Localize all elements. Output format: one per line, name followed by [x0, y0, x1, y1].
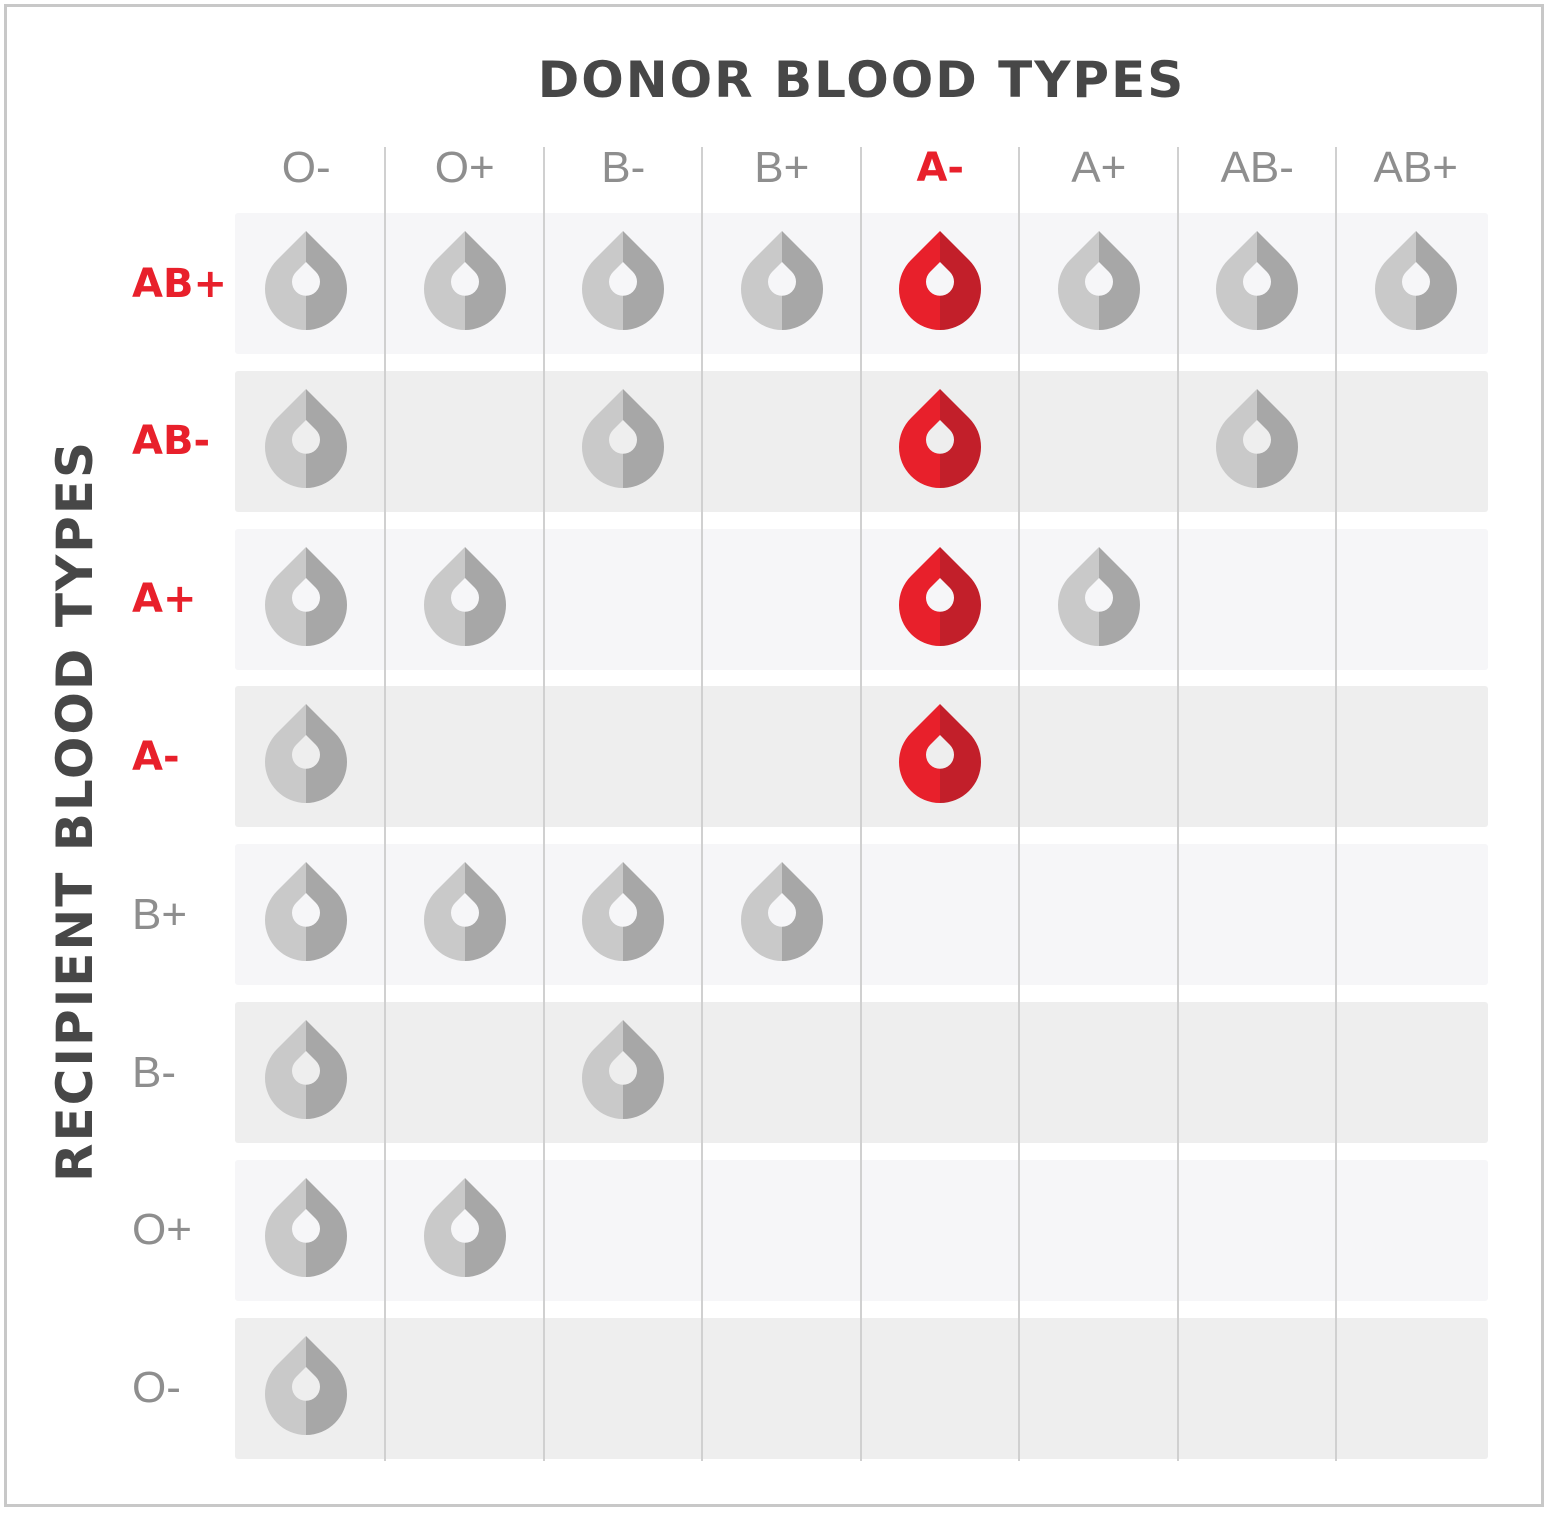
blood-drop-icon [261, 545, 351, 653]
donor-header-apos: A+ [1071, 143, 1127, 192]
recipient-header-opos: O+ [132, 1205, 192, 1255]
blood-drop-icon [1054, 545, 1144, 653]
blood-drop-icon [261, 860, 351, 968]
recipient-header-bpos: B+ [132, 889, 188, 939]
blood-drop-icon [578, 229, 668, 337]
blood-drop-icon [737, 229, 827, 337]
blood-drop-icon [420, 860, 510, 968]
column-divider [1018, 147, 1020, 1461]
blood-drop-icon [261, 1334, 351, 1442]
blood-drop-icon [737, 860, 827, 968]
column-divider [542, 147, 545, 1461]
blood-drop-icon [578, 387, 668, 495]
recipient-header-bneg: B- [132, 1047, 176, 1097]
red-blood-drop-icon [895, 229, 985, 337]
red-blood-drop-icon [895, 387, 985, 495]
blood-drop-icon [261, 1018, 351, 1126]
blood-drop-icon [1371, 229, 1461, 337]
blood-drop-icon [261, 702, 351, 810]
chart-frame [4, 4, 1544, 1507]
donor-header-bpos: B+ [754, 143, 810, 192]
column-divider [1335, 147, 1337, 1461]
blood-drop-icon [261, 1176, 351, 1284]
column-divider [701, 147, 703, 1461]
blood-drop-icon [1212, 229, 1302, 337]
row-band-oneg [235, 1317, 1488, 1459]
donor-header-abneg: AB- [1220, 143, 1294, 192]
column-divider [859, 147, 862, 1461]
column-divider [384, 147, 386, 1461]
red-blood-drop-icon [895, 545, 985, 653]
blood-drop-icon [261, 387, 351, 495]
donor-header-oneg: O- [281, 143, 331, 192]
row-band-aneg [235, 686, 1488, 828]
recipient-header-aneg: A- [132, 733, 180, 780]
blood-drop-icon [261, 229, 351, 337]
donor-header-bneg: B- [601, 143, 646, 192]
blood-drop-icon [420, 545, 510, 653]
donor-header-abpos: AB+ [1373, 143, 1458, 192]
recipient-header-apos: A+ [132, 576, 197, 623]
blood-drop-icon [578, 1018, 668, 1126]
donor-header-aneg: A- [916, 145, 965, 191]
recipient-header-abpos: AB+ [132, 260, 227, 307]
blood-drop-icon [1054, 229, 1144, 337]
blood-drop-icon [1212, 387, 1302, 495]
recipient-axis-title: RECIPIENT BLOOD TYPES [46, 440, 104, 1182]
blood-drop-icon [420, 1176, 510, 1284]
blood-drop-icon [578, 860, 668, 968]
recipient-header-abneg: AB- [132, 418, 211, 465]
column-divider [1176, 147, 1179, 1461]
blood-drop-icon [420, 229, 510, 337]
donor-axis-title: DONOR BLOOD TYPES [537, 51, 1186, 109]
row-band-bneg [235, 1002, 1488, 1143]
donor-header-opos: O+ [434, 143, 495, 192]
red-blood-drop-icon [895, 702, 985, 810]
recipient-header-oneg: O- [132, 1363, 181, 1413]
